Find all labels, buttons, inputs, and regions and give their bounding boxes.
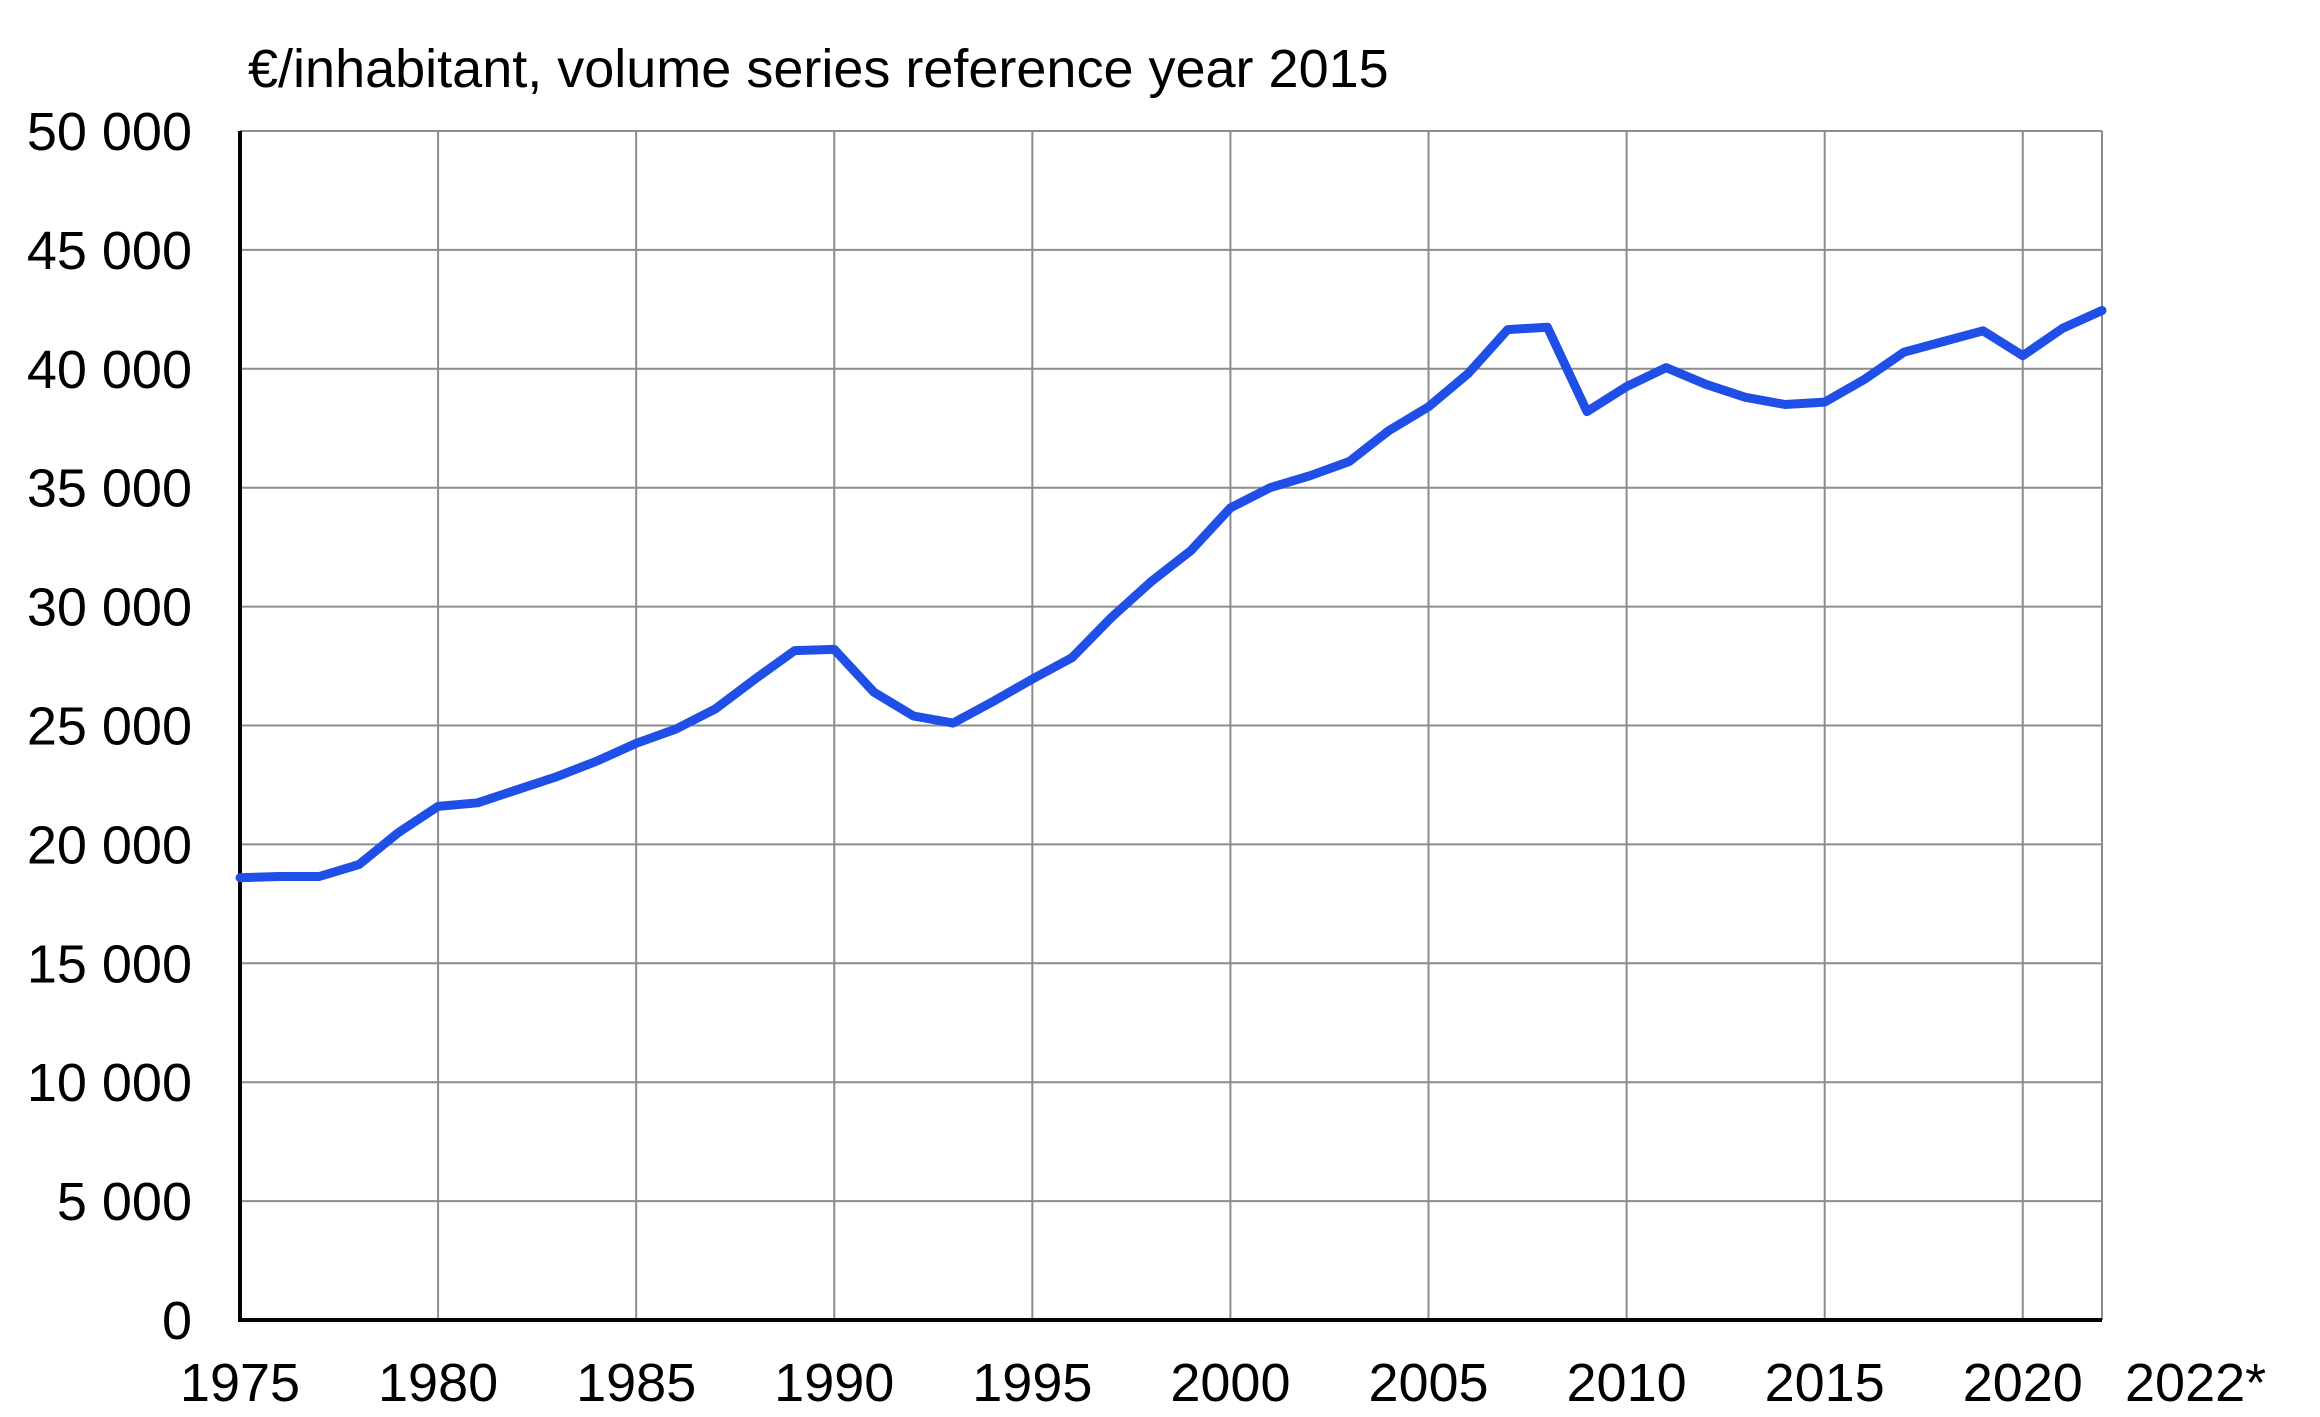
x-tick-label: 1975 xyxy=(180,1353,300,1413)
data-point xyxy=(1229,506,1232,509)
x-tick-label: 1985 xyxy=(576,1353,696,1413)
data-point xyxy=(1744,396,1747,399)
data-point xyxy=(1308,474,1311,477)
data-point xyxy=(1070,656,1073,659)
data-point xyxy=(674,728,677,731)
data-point xyxy=(2101,309,2103,312)
data-point xyxy=(635,742,638,745)
data-point xyxy=(991,700,994,703)
y-tick-label: 50 000 xyxy=(27,102,192,162)
data-point xyxy=(793,649,796,652)
data-point xyxy=(1902,351,1905,354)
y-tick-label: 30 000 xyxy=(27,578,192,638)
data-point xyxy=(1625,385,1628,388)
y-tick-label: 35 000 xyxy=(27,459,192,519)
y-tick-label: 10 000 xyxy=(27,1053,192,1113)
y-axis-tick-labels: 0 5 000 10 000 15 000 20 000 25 000 30 000 35 0… xyxy=(27,102,192,1351)
y-tick-label: 40 000 xyxy=(27,340,192,400)
y-tick-label: 15 000 xyxy=(27,934,192,994)
data-point xyxy=(912,714,915,717)
x-tick-label: 2015 xyxy=(1765,1353,1885,1413)
data-point xyxy=(1704,383,1707,386)
data-point xyxy=(1863,378,1866,381)
data-point xyxy=(278,875,281,878)
data-point xyxy=(318,875,321,878)
x-tick-label: 2000 xyxy=(1170,1353,1290,1413)
data-point xyxy=(476,801,479,804)
x-tick-label: 1990 xyxy=(774,1353,894,1413)
data-point xyxy=(1546,326,1549,329)
data-point xyxy=(714,707,717,710)
data-point xyxy=(1189,549,1192,552)
data-point xyxy=(872,691,875,694)
series-line xyxy=(235,306,2107,883)
data-point xyxy=(1665,366,1668,369)
data-point xyxy=(1942,340,1945,343)
data-point xyxy=(1506,328,1509,331)
data-point xyxy=(1467,372,1470,375)
data-point xyxy=(833,648,836,651)
data-point xyxy=(1269,486,1272,489)
data-point xyxy=(555,775,558,778)
data-point xyxy=(1427,405,1430,408)
data-point xyxy=(2061,327,2064,330)
x-tick-label: 1980 xyxy=(378,1353,498,1413)
gridlines xyxy=(240,130,2103,1320)
axes xyxy=(238,131,2102,1322)
data-point xyxy=(357,863,360,866)
x-axis-tick-labels: 1975 1980 1985 1990 1995 2000 2005 2010 2015 2020… xyxy=(180,1353,2266,1413)
data-point xyxy=(1150,580,1153,583)
x-tick-label: 2005 xyxy=(1368,1353,1488,1413)
data-point xyxy=(1348,460,1351,463)
y-tick-label: 5 000 xyxy=(57,1172,192,1232)
data-point xyxy=(1031,678,1034,681)
data-point xyxy=(516,788,519,791)
y-tick-label: 0 xyxy=(162,1291,192,1351)
data-point xyxy=(754,678,757,681)
data-point xyxy=(2021,354,2024,357)
y-tick-label: 45 000 xyxy=(27,221,192,281)
chart-title: €/inhabitant, volume series reference ye… xyxy=(248,39,1389,99)
data-point xyxy=(1982,329,1985,332)
x-tick-label: 2022* xyxy=(2125,1353,2266,1413)
data-point xyxy=(1387,429,1390,432)
data-point xyxy=(952,722,955,725)
data-point xyxy=(595,760,598,763)
data-point xyxy=(239,876,241,879)
x-tick-label: 1995 xyxy=(972,1353,1092,1413)
x-tick-label: 2010 xyxy=(1567,1353,1687,1413)
y-tick-label: 25 000 xyxy=(27,697,192,757)
data-point xyxy=(1784,403,1787,406)
data-point xyxy=(1110,616,1113,619)
x-tick-label: 2020 xyxy=(1963,1353,2083,1413)
data-point xyxy=(1823,401,1826,404)
data-point xyxy=(397,831,400,834)
data-point xyxy=(437,805,440,808)
data-point xyxy=(1585,410,1588,413)
y-tick-label: 20 000 xyxy=(27,815,192,875)
data-series xyxy=(235,306,2107,883)
